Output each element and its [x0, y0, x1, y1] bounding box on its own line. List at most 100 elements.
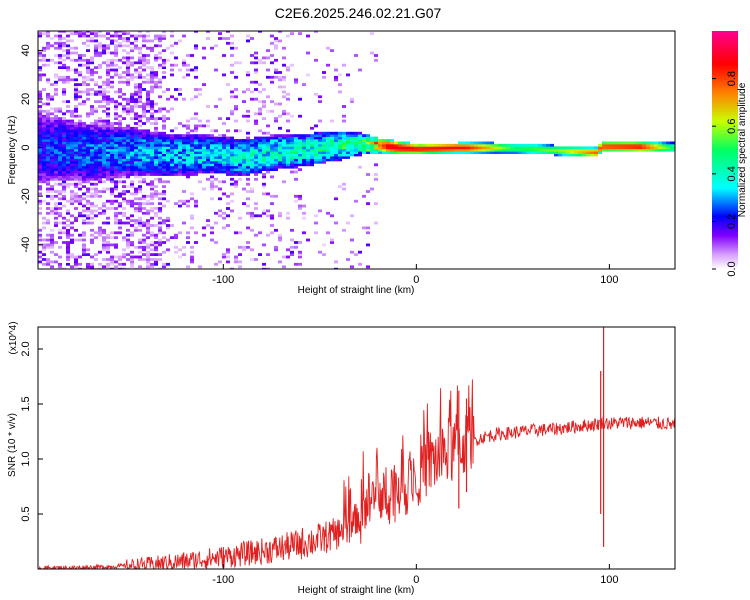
spectrogram-cell [258, 143, 262, 147]
spectrogram-cell [54, 83, 58, 86]
spectrogram-cell [134, 131, 138, 135]
spectrogram-cell [90, 141, 94, 145]
spectrogram-cell [138, 204, 142, 208]
spectrogram-cell [74, 199, 78, 203]
spectrogram-cell [350, 146, 354, 150]
spectrogram-cell [538, 148, 542, 152]
spectrogram-cell [106, 85, 110, 89]
spectrogram-cell [258, 151, 262, 154]
spectrogram-cell [150, 233, 154, 237]
spectrogram-cell [138, 114, 142, 118]
spectrogram-cell [322, 156, 326, 159]
spectrogram-cell [362, 226, 366, 230]
spectrogram-cell [58, 245, 62, 249]
spectrogram-cell [74, 148, 78, 152]
spectrogram-cell [102, 158, 106, 162]
spectrogram-cell [70, 119, 74, 123]
spectrogram-cell [138, 197, 142, 201]
spectrogram-cell [138, 173, 142, 176]
spectrogram-cell [78, 73, 82, 77]
spectrogram-cell [258, 83, 262, 86]
spectrogram-cell [334, 221, 338, 225]
spectrogram-cell [218, 163, 222, 167]
spectrogram-cell [134, 190, 138, 193]
spectrogram-cell [74, 139, 78, 142]
spectrogram-cell [134, 165, 138, 169]
spectrogram-cell [226, 117, 230, 120]
spectrogram-cell [126, 71, 130, 74]
spectrogram-cell [266, 143, 270, 147]
spectrogram-cell [126, 73, 130, 77]
spectrogram-cell [102, 202, 106, 205]
spectrogram-cell [62, 153, 66, 157]
spectrogram-cell [386, 146, 390, 150]
spectrogram-cell [46, 177, 50, 181]
spectrogram-cell [146, 109, 150, 113]
spectrogram-cell [310, 160, 314, 164]
spectrogram-cell [114, 51, 118, 55]
spectrogram-cell [54, 158, 58, 162]
spectrogram-cell [70, 190, 74, 193]
spectrogram-cell [74, 262, 78, 266]
spectrogram-cell [106, 126, 110, 130]
spectrogram-cell [294, 160, 298, 164]
spectrogram-cell [134, 37, 138, 40]
spectrogram-cell [186, 231, 190, 235]
spectrogram-cell [258, 107, 262, 111]
spectrogram-cell [294, 136, 298, 140]
spectrogram-cell [58, 207, 62, 210]
spectrogram-cell [134, 219, 138, 222]
spectrogram-cell [242, 139, 246, 142]
spectrogram-cell [126, 267, 130, 269]
spectrogram-cell [586, 153, 590, 157]
spectrogram-cell [326, 156, 330, 159]
spectrogram-cell [338, 139, 342, 142]
spectrogram-frame [37, 30, 676, 270]
spectrogram-cell [94, 129, 98, 133]
spectrogram-cell [66, 75, 70, 79]
spectrogram-cell [322, 158, 326, 162]
spectrogram-cell [226, 136, 230, 140]
spectrogram-cell [342, 182, 346, 186]
spectrogram-cell [406, 148, 410, 152]
spectrogram-cell [130, 100, 134, 103]
spectrogram-cell [58, 236, 62, 239]
spectrogram-cell [62, 190, 66, 193]
spectrogram-cell [110, 170, 114, 174]
spectrogram-cell [210, 153, 214, 157]
spectrogram-cell [126, 216, 130, 220]
spectrogram-cell [110, 141, 114, 145]
spectrogram-cell [274, 143, 278, 147]
spectrogram-cell [598, 151, 602, 154]
spectrogram-cell [146, 31, 150, 33]
spectrogram-cell [154, 156, 158, 159]
spectrogram-y-tick-label: -40 [20, 237, 32, 253]
spectrogram-cell [218, 148, 222, 152]
spectrogram-cell [58, 37, 62, 40]
spectrogram-cell [606, 146, 610, 150]
spectrogram-cell [94, 170, 98, 174]
spectrogram-cell [318, 95, 322, 99]
spectrogram-cell [454, 143, 458, 147]
spectrogram-cell [150, 165, 154, 169]
spectrogram-cell [66, 78, 70, 82]
spectrogram-cell [622, 146, 626, 150]
spectrogram-cell [134, 139, 138, 142]
spectrogram-cell [134, 129, 138, 133]
spectrogram-cell [202, 143, 206, 147]
spectrogram-cell [146, 131, 150, 135]
spectrogram-cell [66, 262, 70, 266]
spectrogram-cell [222, 216, 226, 220]
spectrogram-cell [518, 143, 522, 147]
spectrogram-cell [162, 37, 166, 40]
spectrogram-cell [74, 168, 78, 171]
spectrogram-cell [234, 158, 238, 162]
spectrogram-cell [226, 250, 230, 254]
spectrogram-cell [38, 73, 42, 77]
spectrogram-cell [86, 221, 90, 225]
spectrogram-cell [318, 160, 322, 164]
spectrogram-cell [534, 146, 538, 150]
spectrogram-cell [390, 143, 394, 147]
spectrogram-cell [102, 175, 106, 179]
spectrogram-cell [214, 139, 218, 142]
